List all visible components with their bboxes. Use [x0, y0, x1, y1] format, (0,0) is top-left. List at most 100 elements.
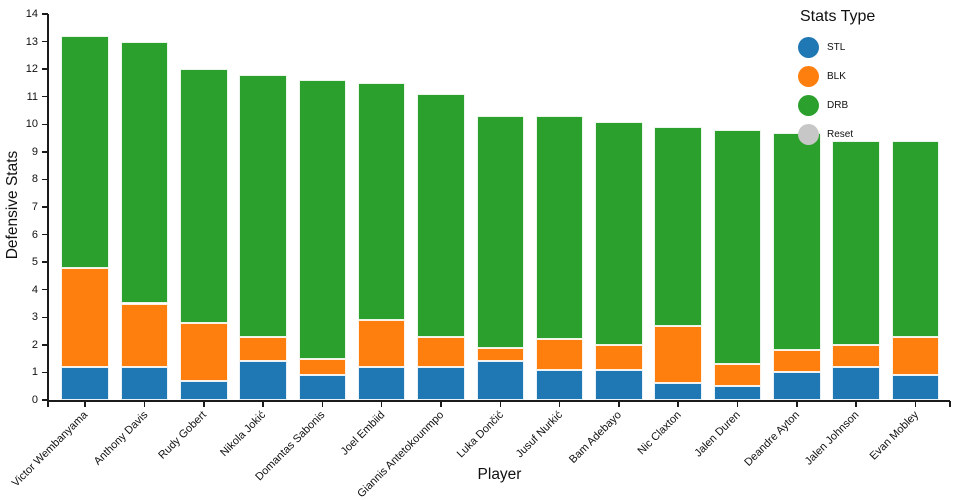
bar-segment-blk[interactable] — [120, 303, 169, 367]
y-tick — [41, 178, 48, 181]
y-tick — [41, 288, 48, 291]
x-axis-line — [47, 399, 950, 402]
y-tick-label: 1 — [31, 366, 38, 379]
x-tick — [380, 401, 383, 407]
legend-item-blk[interactable]: BLK — [798, 66, 875, 87]
y-tick-label: 8 — [31, 173, 38, 186]
bar-segment-blk[interactable] — [713, 364, 762, 387]
y-tick-label: 5 — [31, 256, 38, 269]
y-tick-label: 14 — [25, 8, 38, 20]
x-tick-label-text: Rudy Gobert — [156, 409, 210, 462]
bar-segment-drb[interactable] — [713, 129, 762, 365]
legend-swatch-icon[interactable] — [798, 66, 819, 87]
bar-segment-blk[interactable] — [239, 336, 287, 362]
bar-segment-stl[interactable] — [713, 386, 762, 400]
bar-segment-drb[interactable] — [298, 80, 347, 359]
y-tick — [41, 233, 48, 236]
x-tick — [949, 401, 951, 407]
bar-segment-drb[interactable] — [357, 82, 406, 321]
bar-segment-drb[interactable] — [61, 36, 109, 268]
bar-segment-blk[interactable] — [61, 267, 109, 367]
bar-segment-stl[interactable] — [298, 375, 347, 400]
legend-swatch-icon[interactable] — [798, 124, 819, 145]
bar-segment-drb[interactable] — [654, 127, 702, 326]
bar-segment-blk[interactable] — [298, 358, 347, 376]
x-tick — [618, 401, 620, 407]
x-tick-label-text: Jalen Johnson — [802, 409, 862, 468]
y-tick — [41, 40, 48, 43]
bar-segment-blk[interactable] — [773, 350, 821, 373]
y-tick — [41, 371, 48, 374]
x-tick — [499, 401, 501, 407]
y-tick — [41, 344, 48, 346]
x-tick — [47, 401, 49, 407]
bar-segment-blk[interactable] — [357, 320, 406, 367]
bar-segment-stl[interactable] — [61, 366, 109, 400]
y-tick-label: 13 — [25, 35, 38, 48]
x-tick — [796, 401, 798, 407]
bar-segment-drb[interactable] — [595, 121, 643, 345]
bar-segment-blk[interactable] — [476, 347, 524, 362]
y-tick-label: 0 — [31, 394, 38, 406]
legend-item-drb[interactable]: DRB — [798, 95, 875, 116]
x-tick — [203, 401, 205, 407]
y-tick — [41, 95, 48, 98]
bar-segment-blk[interactable] — [417, 336, 465, 367]
bar-segment-drb[interactable] — [773, 132, 821, 351]
legend-item-label: STL — [827, 42, 846, 53]
x-tick — [321, 401, 324, 407]
bar-segment-blk[interactable] — [832, 344, 880, 367]
bar-segment-drb[interactable] — [180, 69, 228, 323]
x-tick-label-text: Nikola Jokić — [218, 409, 269, 459]
y-tick — [41, 151, 48, 153]
bar-segment-stl[interactable] — [654, 383, 702, 400]
legend-item-stl[interactable]: STL — [798, 37, 875, 58]
bar-segment-blk[interactable] — [595, 344, 643, 370]
bar-segment-drb[interactable] — [535, 116, 584, 340]
bar-segment-drb[interactable] — [417, 93, 465, 337]
y-tick-label: 11 — [26, 90, 38, 103]
legend-swatch-icon[interactable] — [798, 37, 819, 58]
x-axis-title: Player — [477, 466, 522, 483]
bar-segment-stl[interactable] — [535, 369, 584, 400]
x-tick — [677, 401, 679, 407]
bar-segment-stl[interactable] — [357, 366, 406, 400]
bar-segment-blk[interactable] — [535, 339, 584, 370]
y-tick — [41, 261, 48, 263]
bar-segment-drb[interactable] — [120, 41, 169, 304]
x-tick-label-text: Joel Embiid — [338, 409, 388, 458]
bar-segment-blk[interactable] — [180, 322, 228, 381]
bar-segment-drb[interactable] — [891, 140, 940, 337]
x-tick — [855, 401, 857, 407]
y-tick-label: 9 — [31, 145, 38, 158]
bar-segment-stl[interactable] — [595, 369, 643, 400]
bar-segment-stl[interactable] — [120, 366, 169, 400]
y-tick-label: 10 — [25, 118, 38, 131]
bar-segment-blk[interactable] — [891, 336, 940, 376]
bar-segment-stl[interactable] — [891, 375, 940, 400]
bar-segment-stl[interactable] — [773, 372, 821, 400]
legend: Stats Type STL BLK DRB Reset — [798, 8, 875, 153]
legend-item-reset[interactable]: Reset — [798, 124, 875, 145]
legend-item-label: DRB — [827, 100, 849, 111]
bar-segment-stl[interactable] — [239, 361, 287, 400]
bar-segment-drb[interactable] — [239, 74, 287, 337]
x-tick-label-text: Bam Adebayo — [567, 409, 625, 466]
x-tick — [558, 401, 561, 407]
bar-segment-drb[interactable] — [476, 116, 524, 348]
y-tick — [41, 316, 48, 319]
legend-title: Stats Type — [800, 8, 876, 25]
legend-swatch-icon[interactable] — [798, 95, 819, 116]
y-tick-label: 12 — [25, 63, 38, 76]
y-tick-label: 3 — [31, 311, 38, 324]
bar-segment-blk[interactable] — [654, 325, 702, 384]
x-tick-label-text: Anthony Davis — [91, 409, 150, 468]
bar-segment-drb[interactable] — [832, 140, 880, 345]
bar-segment-stl[interactable] — [832, 366, 880, 400]
y-tick-label: 6 — [31, 228, 38, 241]
bar-segment-stl[interactable] — [476, 361, 524, 400]
bar-segment-stl[interactable] — [180, 380, 228, 400]
bar-segment-stl[interactable] — [417, 366, 465, 400]
x-tick-label-text: Nic Claxton — [635, 409, 684, 458]
x-tick — [736, 401, 739, 407]
